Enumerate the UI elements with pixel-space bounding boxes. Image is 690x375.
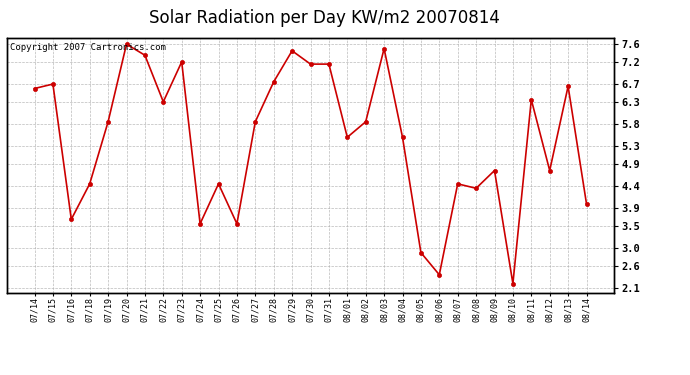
Text: Solar Radiation per Day KW/m2 20070814: Solar Radiation per Day KW/m2 20070814 <box>149 9 500 27</box>
Text: Copyright 2007 Cartronics.com: Copyright 2007 Cartronics.com <box>10 43 166 52</box>
